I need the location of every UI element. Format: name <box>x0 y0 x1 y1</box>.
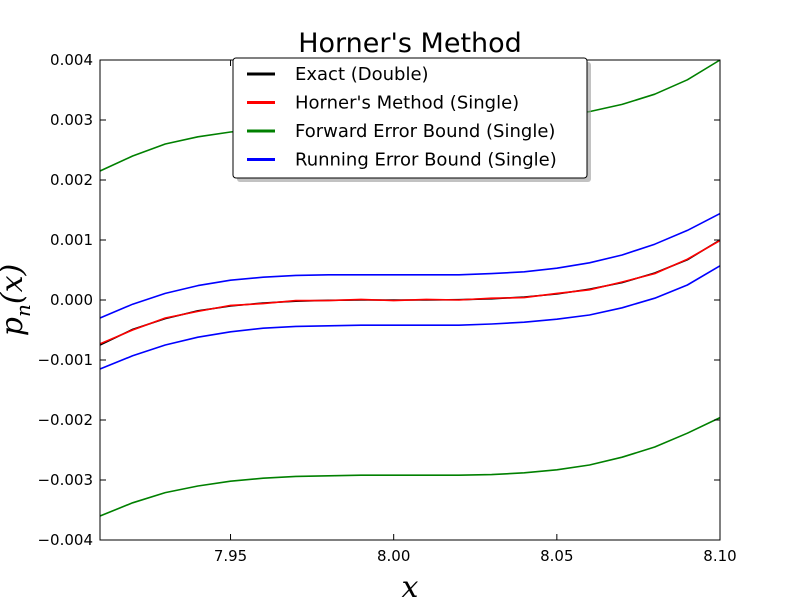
legend: Exact (Double) Horner's Method (Single) Fo… <box>232 57 591 182</box>
y-tick-label: 0.001 <box>50 231 93 249</box>
y-tick-label: −0.004 <box>37 531 93 549</box>
svg-text:pn(x): pn(x) <box>0 264 35 336</box>
chart-title: Horner's Method <box>298 28 522 59</box>
x-tick-label: 8.00 <box>377 547 410 565</box>
y-tick-label: 0.003 <box>50 111 93 129</box>
legend-box <box>232 57 588 179</box>
x-tick-label: 8.10 <box>703 547 736 565</box>
y-tick-label: 0.000 <box>50 291 93 309</box>
legend-label: Horner's Method (Single) <box>295 93 519 114</box>
x-axis-label: x <box>402 570 419 600</box>
x-tick-label: 8.05 <box>540 547 573 565</box>
legend-label: Forward Error Bound (Single) <box>295 121 555 142</box>
y-tick-label: −0.001 <box>37 351 93 369</box>
legend-label: Exact (Double) <box>295 64 429 85</box>
y-axis-label: pn(x) <box>0 264 35 336</box>
series-line-running-error-bound-single-4 <box>99 212 721 319</box>
x-tick-label: 7.95 <box>214 547 247 565</box>
series-line-forward-error-bound-single-3 <box>99 416 721 517</box>
y-tick-label: −0.002 <box>37 411 93 429</box>
y-tick-label: 0.004 <box>50 51 93 69</box>
series-line-horner-s-method-single-1 <box>99 239 721 345</box>
series-line-exact-double-0 <box>99 239 721 346</box>
y-tick-label: 0.002 <box>50 171 93 189</box>
plot-lines <box>99 59 721 517</box>
y-tick-label: −0.003 <box>37 471 93 489</box>
y-axis-ticks: −0.004 −0.003 −0.002 −0.001 0.000 0.001 0.002 0… <box>37 51 720 549</box>
series-line-running-error-bound-single-5 <box>99 265 721 370</box>
legend-label: Running Error Bound (Single) <box>295 150 557 171</box>
